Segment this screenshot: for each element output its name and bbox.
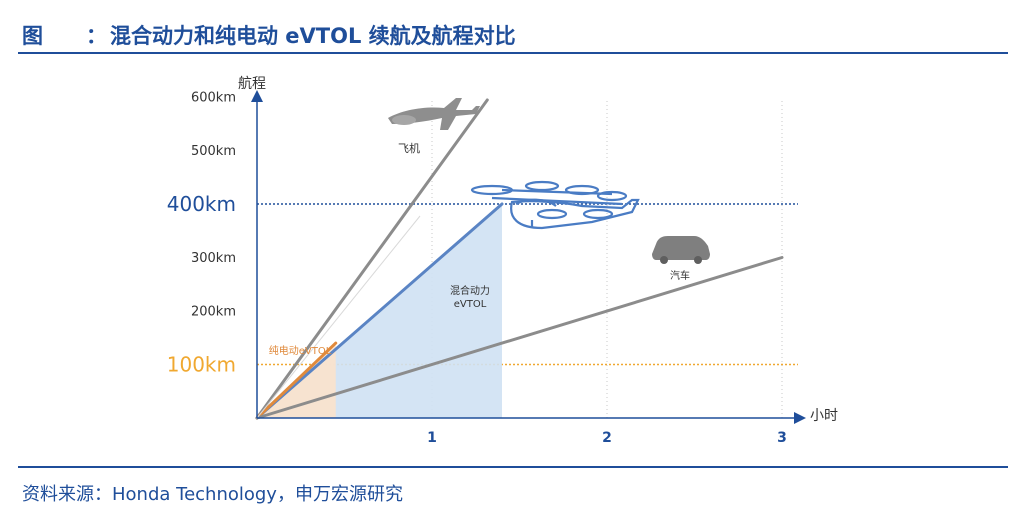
x-tick-label-2: 2 — [602, 430, 612, 446]
guide-line — [256, 215, 421, 419]
series-label-hybrid-line2: eVTOL — [454, 299, 487, 310]
series-label-plane: 飞机 — [398, 141, 420, 155]
figure-header: 图 ： 混合动力和纯电动 eVTOL 续航及航程对比 — [0, 0, 1026, 54]
series-label-hybrid-line1: 混合动力 — [450, 284, 490, 297]
icon-layer — [388, 98, 710, 264]
figure-title: 混合动力和纯电动 eVTOL 续航及航程对比 — [110, 24, 516, 48]
series-line-hybrid — [255, 202, 504, 420]
line-layer — [255, 98, 784, 420]
y-tick-label-300: 300km — [191, 251, 236, 266]
y-tick-label-500: 500km — [191, 144, 236, 159]
axis-layer — [251, 90, 806, 424]
series-line-electric — [255, 341, 338, 420]
x-axis-title: 小时 — [810, 408, 838, 424]
source-note: 资料来源：Honda Technology，申万宏源研究 — [22, 484, 403, 505]
y-tick-label-400: 400km — [167, 192, 236, 216]
series-label-car: 汽车 — [670, 269, 690, 282]
series-line-car — [255, 256, 784, 420]
x-tick-label-1: 1 — [427, 430, 437, 446]
x-tick-label-3: 3 — [777, 430, 787, 446]
top-divider — [18, 52, 1008, 54]
airplane-icon — [388, 98, 480, 130]
y-tick-label-100: 100km — [167, 353, 236, 377]
figure-colon: ： — [86, 24, 107, 48]
evtol-icon — [470, 180, 640, 230]
series-line-plane — [255, 98, 489, 420]
y-tick-label-600: 600km — [191, 91, 236, 106]
bottom-divider — [18, 466, 1008, 468]
car-icon — [652, 236, 710, 264]
figure-label: 图 — [22, 24, 43, 48]
series-label-electric: 纯电动eVTOL — [269, 344, 332, 357]
y-axis-title: 航程 — [238, 76, 266, 92]
y-tick-label-200: 200km — [191, 305, 236, 320]
